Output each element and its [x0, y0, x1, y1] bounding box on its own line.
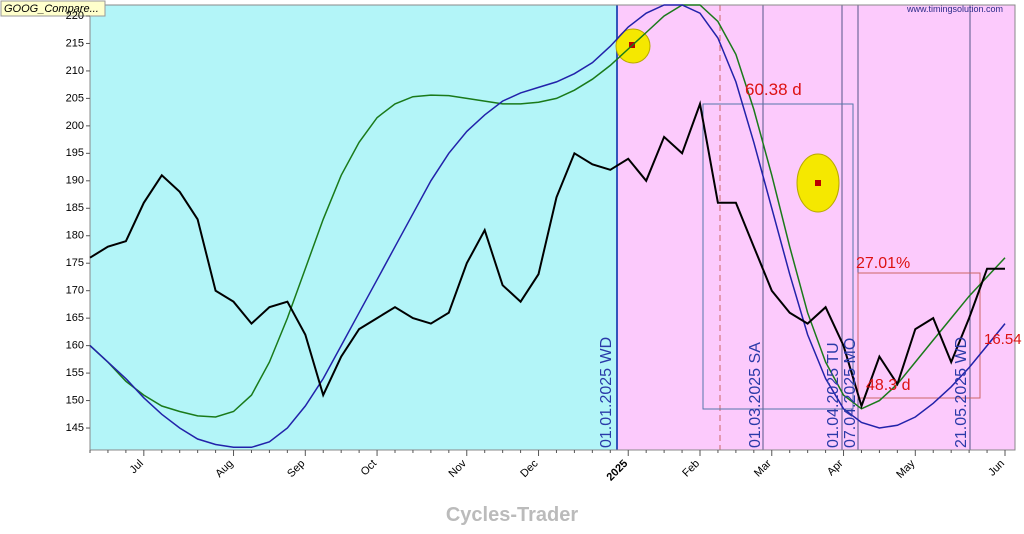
- y-tick-label: 205: [66, 92, 84, 104]
- measure-box: [857, 272, 981, 399]
- plot-frame: [89, 4, 1016, 451]
- title-box: [0, 0, 106, 17]
- y-tick-label: 160: [66, 340, 84, 352]
- annotation: 21.05.2025 WD: [953, 337, 970, 448]
- x-tick-label: 2025: [605, 458, 631, 484]
- y-tick-label: 200: [66, 120, 84, 132]
- footer: Cycles-Trader: [446, 504, 579, 526]
- annotation: 07.04.2025 MO: [842, 338, 859, 448]
- background-before: [90, 5, 617, 450]
- y-tick-label: 195: [66, 147, 84, 159]
- x-tick-label: May: [894, 457, 918, 481]
- annotation: 48.3 d: [866, 377, 910, 394]
- annotation: 60.38 d: [745, 80, 802, 99]
- y-tick-label: 220: [66, 10, 84, 22]
- y-tick-label: 170: [66, 285, 84, 297]
- x-tick-label: Sep: [285, 458, 307, 480]
- x-tick-label: Dec: [518, 457, 541, 480]
- series-line: [89, 100, 1005, 410]
- x-tick-label: Nov: [447, 457, 470, 480]
- y-tick-label: 175: [66, 257, 84, 269]
- x-tick-label: Apr: [825, 457, 846, 478]
- watermark: www.timingsolution.com: [906, 4, 1003, 14]
- y-tick-label: 190: [66, 175, 84, 187]
- y-tick-label: 185: [66, 202, 84, 214]
- series-line: [89, 4, 1006, 449]
- y-tick-label: 165: [66, 312, 84, 324]
- y-tick-label: 155: [66, 367, 84, 379]
- x-tick-label: Jun: [986, 458, 1007, 479]
- series-line: [89, 4, 1006, 418]
- annotation: 01.03.2025 SA: [747, 342, 764, 448]
- y-tick-label: 145: [66, 422, 84, 434]
- point: [815, 180, 821, 186]
- x-tick-label: Aug: [213, 458, 235, 480]
- y-tick-label: 215: [66, 37, 84, 49]
- annotation: 01.04.2025 TU: [825, 342, 842, 448]
- measure-box: [702, 103, 854, 410]
- background-after: [617, 5, 1015, 450]
- chart-title: GOOG_Compare...: [4, 3, 99, 15]
- y-tick-label: 180: [66, 230, 84, 242]
- annotation: 01.01.2025 WD: [598, 337, 615, 448]
- y-tick-label: 150: [66, 394, 84, 406]
- annotation: 16.54: [984, 331, 1022, 348]
- x-tick-label: Feb: [680, 458, 702, 480]
- x-tick-label: Mar: [752, 457, 774, 479]
- x-tick-label: Oct: [359, 458, 380, 479]
- annotation: 27.01%: [856, 255, 910, 272]
- y-tick-label: 210: [66, 65, 84, 77]
- x-tick-label: Jul: [128, 458, 146, 476]
